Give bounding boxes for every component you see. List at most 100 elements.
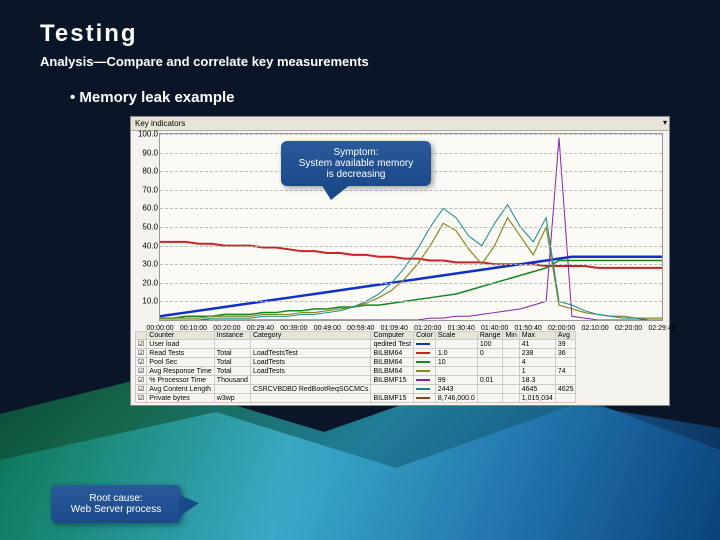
gridline bbox=[160, 208, 662, 209]
symptom-line2: System available memory bbox=[291, 158, 421, 169]
legend-cell: ☑ bbox=[136, 349, 147, 358]
y-tick-label: 60.0 bbox=[134, 204, 158, 213]
legend-cell: 238 bbox=[519, 349, 555, 358]
legend-row[interactable]: ☑Read TestsTotalLoadTestsTestBILBM641.00… bbox=[136, 349, 576, 358]
gridline bbox=[160, 190, 662, 191]
legend-cell: 100 bbox=[477, 340, 503, 349]
legend-col-header: Range bbox=[477, 332, 503, 340]
legend-cell: BILBM64 bbox=[371, 367, 414, 376]
legend-cell: % Processor Time bbox=[147, 376, 215, 385]
legend-cell: 74 bbox=[555, 367, 576, 376]
x-tick-label: 02:20:00 bbox=[615, 325, 642, 332]
legend-cell: 2443 bbox=[435, 385, 477, 394]
legend-cell: ☑ bbox=[136, 376, 147, 385]
legend-cell: 99 bbox=[435, 376, 477, 385]
legend-cell bbox=[503, 376, 519, 385]
y-tick-label: 20.0 bbox=[134, 278, 158, 287]
legend-cell: LoadTests bbox=[250, 367, 371, 376]
series-line bbox=[160, 205, 662, 320]
symptom-line1: Symptom: bbox=[291, 147, 421, 158]
legend-cell: Avg Response Time bbox=[147, 367, 215, 376]
legend-row[interactable]: ☑% Processor TimeThousandBILBMF15990.011… bbox=[136, 376, 576, 385]
legend-cell: BILBM64 bbox=[371, 358, 414, 367]
slide-title: Testing bbox=[40, 20, 680, 48]
bullet-item: Memory leak example bbox=[70, 89, 680, 106]
legend-cell: Private bytes bbox=[147, 394, 215, 403]
color-chip-icon bbox=[416, 370, 430, 372]
legend-col-header: Computer bbox=[371, 332, 414, 340]
x-tick-label: 02:10:00 bbox=[581, 325, 608, 332]
legend-cell: BILBM64 bbox=[371, 349, 414, 358]
legend-cell: ☑ bbox=[136, 367, 147, 376]
rootcause-line1: Root cause: bbox=[61, 493, 171, 504]
legend-cell: 10 bbox=[435, 358, 477, 367]
callout-tail-icon bbox=[321, 184, 351, 200]
legend-cell bbox=[555, 358, 576, 367]
legend-cell: 39 bbox=[555, 340, 576, 349]
y-tick-label: 70.0 bbox=[134, 185, 158, 194]
legend-cell bbox=[555, 394, 576, 403]
chart-header-label: Key indicators bbox=[135, 119, 185, 128]
legend-cell bbox=[503, 394, 519, 403]
legend-row[interactable]: ☑User loadqedited Test1004139 bbox=[136, 340, 576, 349]
legend-cell: ☑ bbox=[136, 394, 147, 403]
legend-cell bbox=[371, 385, 414, 394]
legend-cell: ☑ bbox=[136, 340, 147, 349]
color-chip-icon bbox=[416, 343, 430, 345]
legend-cell: LoadTests bbox=[250, 358, 371, 367]
legend-cell bbox=[414, 385, 436, 394]
color-chip-icon bbox=[416, 379, 430, 381]
y-tick-label: 10.0 bbox=[134, 297, 158, 306]
legend-col-header: Min bbox=[503, 332, 519, 340]
legend-cell: 1 bbox=[519, 367, 555, 376]
gridline bbox=[160, 283, 662, 284]
chart-header: Key indicators ▾ bbox=[131, 117, 669, 131]
legend-col-header: Scale bbox=[435, 332, 477, 340]
legend-cell bbox=[250, 394, 371, 403]
legend-cell: ☑ bbox=[136, 358, 147, 367]
legend-cell bbox=[503, 367, 519, 376]
legend-col-header: Avg bbox=[555, 332, 576, 340]
legend-cell: 8,746,000.0 bbox=[435, 394, 477, 403]
legend-cell bbox=[435, 340, 477, 349]
legend-cell: 36 bbox=[555, 349, 576, 358]
color-chip-icon bbox=[416, 361, 430, 363]
y-tick-label: 30.0 bbox=[134, 260, 158, 269]
legend-row[interactable]: ☑Pool SecTotalLoadTestsBILBM64104 bbox=[136, 358, 576, 367]
legend-cell: BILBMF15 bbox=[371, 394, 414, 403]
legend-cell bbox=[503, 340, 519, 349]
legend-row[interactable]: ☑Private bytesw3wpBILBMF158,746,000.01,0… bbox=[136, 394, 576, 403]
legend-cell: 0.01 bbox=[477, 376, 503, 385]
legend-cell: 1.0 bbox=[435, 349, 477, 358]
legend-cell: CSRCVBDBD RedBootReqSGCMCs bbox=[250, 385, 371, 394]
legend-cell bbox=[214, 385, 250, 394]
symptom-callout: Symptom: System available memory is decr… bbox=[281, 141, 431, 186]
legend-cell: Thousand bbox=[214, 376, 250, 385]
callout-tail-icon bbox=[179, 495, 199, 517]
color-chip-icon bbox=[416, 388, 430, 390]
legend-header-row: CounterInstanceCategoryComputerColorScal… bbox=[136, 332, 576, 340]
rootcause-line2: Web Server process bbox=[61, 504, 171, 515]
legend-row[interactable]: ☑Avg Response TimeTotalLoadTestsBILBM641… bbox=[136, 367, 576, 376]
y-tick-label: 90.0 bbox=[134, 148, 158, 157]
dropdown-icon[interactable]: ▾ bbox=[663, 118, 667, 127]
y-tick-label: 40.0 bbox=[134, 241, 158, 250]
legend-cell bbox=[503, 385, 519, 394]
legend-cell: Total bbox=[214, 358, 250, 367]
legend-cell: 41 bbox=[519, 340, 555, 349]
legend-cell bbox=[503, 349, 519, 358]
gridline bbox=[160, 264, 662, 265]
legend-col-header bbox=[136, 332, 147, 340]
legend-cell bbox=[477, 367, 503, 376]
legend-cell: 1,015,034 bbox=[519, 394, 555, 403]
legend-col-header: Instance bbox=[214, 332, 250, 340]
legend-cell bbox=[477, 394, 503, 403]
gridline bbox=[160, 301, 662, 302]
legend-row[interactable]: ☑Avg Content LengthCSRCVBDBD RedBootReqS… bbox=[136, 385, 576, 394]
legend-cell bbox=[250, 376, 371, 385]
legend-cell bbox=[414, 349, 436, 358]
y-tick-label: 50.0 bbox=[134, 223, 158, 232]
series-line bbox=[160, 218, 662, 318]
legend-cell bbox=[503, 358, 519, 367]
legend-cell bbox=[214, 340, 250, 349]
